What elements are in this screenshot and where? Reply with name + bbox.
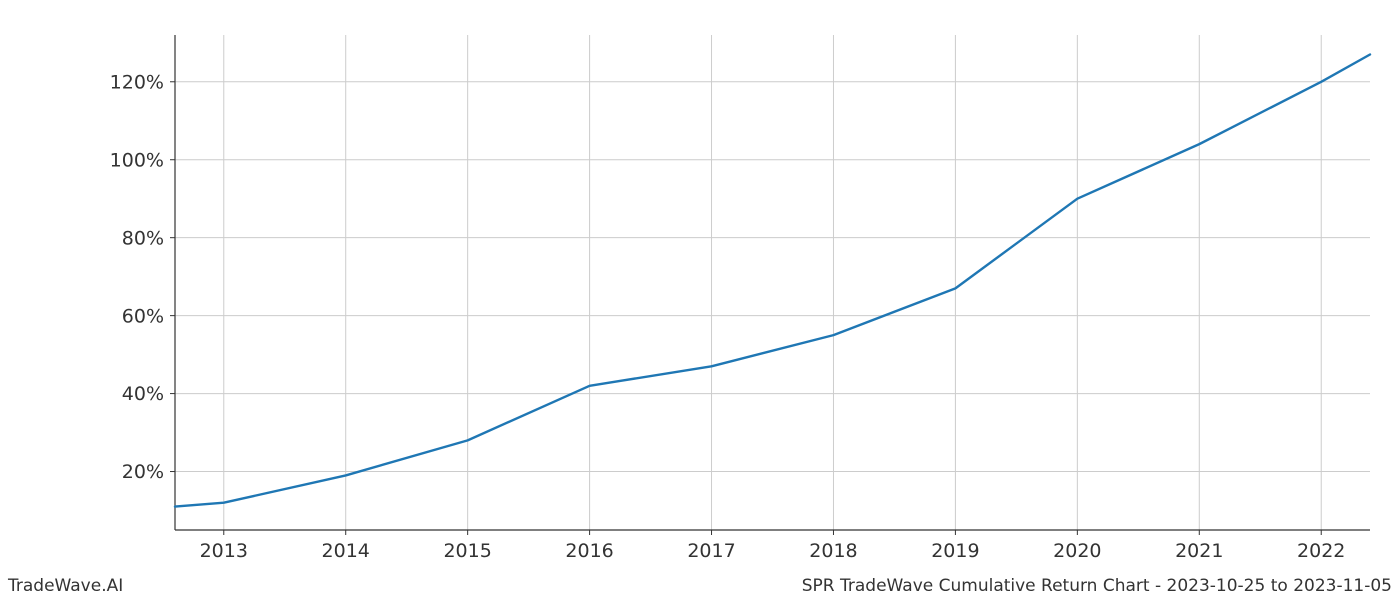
- y-tick-label: 80%: [122, 227, 164, 249]
- chart-container: 2013 2014 2015 2016 2017 2018 2019 2020 2021 2022…: [0, 0, 1400, 600]
- x-tick-label: 2022: [1297, 540, 1345, 562]
- footer-right-label: SPR TradeWave Cumulative Return Chart - …: [802, 576, 1392, 596]
- x-tick-label: 2019: [931, 540, 979, 562]
- x-tick-label: 2017: [687, 540, 735, 562]
- y-tick-label: 120%: [110, 71, 164, 93]
- y-tick-label: 60%: [122, 305, 164, 327]
- x-tick-label: 2020: [1053, 540, 1101, 562]
- x-tick-label: 2016: [565, 540, 613, 562]
- y-tick-label: 100%: [110, 149, 164, 171]
- chart-background: [0, 0, 1400, 600]
- footer-left-label: TradeWave.AI: [8, 576, 123, 596]
- y-tick-label: 20%: [122, 461, 164, 483]
- x-tick-label: 2014: [322, 540, 370, 562]
- y-tick-label: 40%: [122, 383, 164, 405]
- x-tick-label: 2013: [200, 540, 248, 562]
- x-tick-label: 2021: [1175, 540, 1223, 562]
- x-tick-label: 2018: [809, 540, 857, 562]
- line-chart: 2013 2014 2015 2016 2017 2018 2019 2020 2021 2022…: [0, 0, 1400, 600]
- x-tick-label: 2015: [443, 540, 491, 562]
